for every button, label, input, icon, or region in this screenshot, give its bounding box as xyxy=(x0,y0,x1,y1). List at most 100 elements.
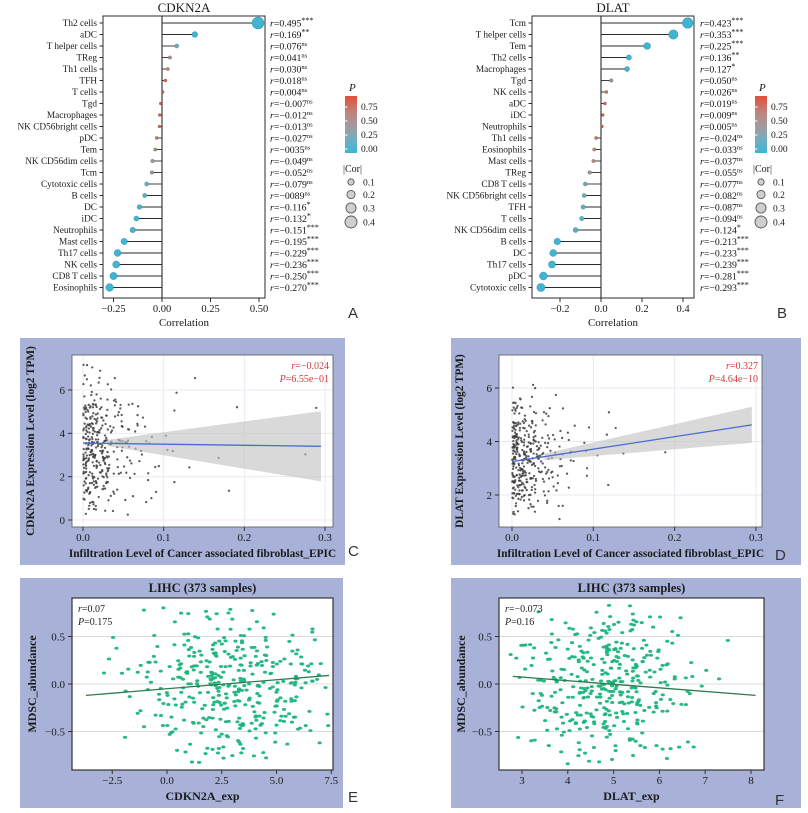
lollipop-dot xyxy=(572,227,579,233)
stat-annotation: P=0.175 xyxy=(77,617,112,628)
r-annotation: r=−0.250*** xyxy=(270,269,319,283)
svg-text:NK cells: NK cells xyxy=(64,261,97,271)
chart-svg-d: 0.0 0.1 0.2 0.3 2 4 6 Infiltration Level of Can… xyxy=(454,354,764,560)
svg-text:0.1: 0.1 xyxy=(773,178,785,188)
plot-area xyxy=(71,597,334,771)
svg-text:Mast cells: Mast cells xyxy=(488,157,526,167)
cor-size-swatch xyxy=(347,178,355,186)
r-annotation: r=−0.037ns xyxy=(700,156,743,168)
r-annotation: r=−0.087ns xyxy=(700,202,743,214)
lollipop-dot xyxy=(609,78,614,83)
svg-text:7.5: 7.5 xyxy=(324,775,338,787)
trend-line xyxy=(82,442,321,447)
lollipop-dot xyxy=(191,31,199,38)
svg-text:Tgd: Tgd xyxy=(511,77,526,87)
lollipop-dot xyxy=(604,90,609,94)
svg-text:Macrophages: Macrophages xyxy=(47,111,97,121)
stat-annotation: r=0.327 xyxy=(726,361,758,372)
confidence-band xyxy=(544,406,752,461)
svg-text:6: 6 xyxy=(657,775,663,787)
r-annotation: r=−0.236*** xyxy=(270,257,319,271)
chart-title: DLAT xyxy=(596,0,629,15)
lollipop-dot xyxy=(144,181,150,187)
r-annotation: r=−0089ns xyxy=(270,190,311,202)
plot-area xyxy=(498,597,765,771)
svg-text:iDC: iDC xyxy=(82,215,98,225)
axes: 3 4 5 6 7 8 0.5 0.0 −0.5 DLAT_exp MDSC_abundance xyxy=(454,631,754,803)
x-axis-label: CDKN2A_exp xyxy=(166,789,240,803)
svg-text:Eosinophils: Eosinophils xyxy=(53,284,97,294)
r-annotation: r=0.009ns xyxy=(700,110,738,122)
svg-text:Th1 cells: Th1 cells xyxy=(492,134,527,144)
svg-text:5: 5 xyxy=(611,775,617,787)
svg-text:0.0: 0.0 xyxy=(505,532,519,544)
panel-letter-d: D xyxy=(775,547,786,564)
chart-title: CDKN2A xyxy=(158,0,211,15)
svg-text:0.75: 0.75 xyxy=(361,103,378,113)
lollipop-dot xyxy=(579,215,585,222)
svg-text:aDC: aDC xyxy=(80,31,97,41)
stat-annotation: P=6.55e−01 xyxy=(279,374,329,385)
lollipop-dot xyxy=(549,249,558,257)
svg-text:T cells: T cells xyxy=(72,88,97,98)
axes: −2.5 0.0 2.5 5.0 7.5 0.5 0.0 −0.5 CDKN2A_exp MDSC… xyxy=(25,631,339,803)
legend: P 0.75 0.50 0.25 0.00 |Cor|0.1 0.2 0.3 0.4 xyxy=(753,82,788,229)
r-annotation: r=0.353*** xyxy=(700,27,743,41)
lollipop-dot xyxy=(105,283,114,292)
svg-text:0.0: 0.0 xyxy=(478,679,492,691)
svg-text:P: P xyxy=(348,82,356,94)
svg-text:DC: DC xyxy=(84,203,97,213)
svg-text:NK CD56bright cells: NK CD56bright cells xyxy=(446,192,526,202)
svg-text:aDC: aDC xyxy=(509,100,526,110)
lollipop-dot xyxy=(167,55,172,60)
x-axis-label: Infiltration Level of Cancer associated … xyxy=(497,548,764,560)
svg-text:4: 4 xyxy=(565,775,571,787)
chart-svg-f: 3 4 5 6 7 8 0.5 0.0 −0.5 DLAT_exp MDSC_abundance LI… xyxy=(454,581,765,803)
stat-annotation: r=−0.073 xyxy=(505,604,543,615)
svg-text:Th2 cells: Th2 cells xyxy=(492,54,527,64)
lollipop-dot xyxy=(163,78,168,83)
lollipop-dot xyxy=(682,17,694,29)
lollipop-dot xyxy=(133,215,140,222)
r-annotation: r=0.495*** xyxy=(270,16,313,30)
r-annotation: r=−0.293*** xyxy=(700,280,749,294)
lollipop-dot xyxy=(136,204,143,210)
cor-size-swatch xyxy=(344,215,358,229)
svg-text:CD8 T cells: CD8 T cells xyxy=(481,180,526,190)
r-annotation: r=−0.027ns xyxy=(270,133,313,145)
svg-text:TReg: TReg xyxy=(76,54,97,64)
cor-size-swatch xyxy=(755,202,767,214)
lollipop-dot xyxy=(580,204,586,210)
svg-text:0.3: 0.3 xyxy=(773,204,785,214)
cor-size-swatch xyxy=(756,189,766,200)
r-annotation: r=−0035ns xyxy=(270,144,311,156)
trend-line xyxy=(85,674,330,697)
r-annotation: r=0.018ns xyxy=(270,75,308,87)
r-annotation: r=0.019ns xyxy=(700,98,738,110)
axes: 0.0 0.1 0.2 0.3 2 4 6 Infiltration Level of Can… xyxy=(454,354,764,560)
x-axis-label: Infiltration Level of Cancer associated … xyxy=(69,548,336,560)
lollipop-dot xyxy=(625,54,632,61)
svg-text:NK CD56dim cells: NK CD56dim cells xyxy=(454,226,526,236)
r-annotation: r=−0.233*** xyxy=(700,246,749,260)
svg-text:6: 6 xyxy=(60,385,66,397)
svg-text:0.2: 0.2 xyxy=(773,191,785,201)
svg-text:NK cells: NK cells xyxy=(493,88,526,98)
svg-text:−0.2: −0.2 xyxy=(550,304,569,315)
svg-text:Correlation: Correlation xyxy=(159,317,210,329)
svg-text:4: 4 xyxy=(60,428,66,440)
chart-title: LIHC (373 samples) xyxy=(578,581,686,595)
r-annotation: r=−0.270*** xyxy=(270,280,319,294)
svg-text:Tem: Tem xyxy=(510,42,527,52)
lollipop-dot xyxy=(251,16,265,30)
panel-e-scatter-lihc-cdkn2a: −2.5 0.0 2.5 5.0 7.5 0.5 0.0 −0.5 CDKN2A_exp MDSC… xyxy=(20,578,343,808)
r-annotation: r=0.127* xyxy=(700,62,735,76)
lollipop-dot xyxy=(582,181,588,187)
svg-text:0.0: 0.0 xyxy=(51,679,65,691)
r-annotation: r=−0.094ns xyxy=(700,213,743,225)
chart-title: LIHC (373 samples) xyxy=(149,581,257,595)
x-axis-label: DLAT_exp xyxy=(603,789,660,803)
lollipop-dot xyxy=(165,67,170,71)
cor-size-swatch xyxy=(345,202,357,214)
